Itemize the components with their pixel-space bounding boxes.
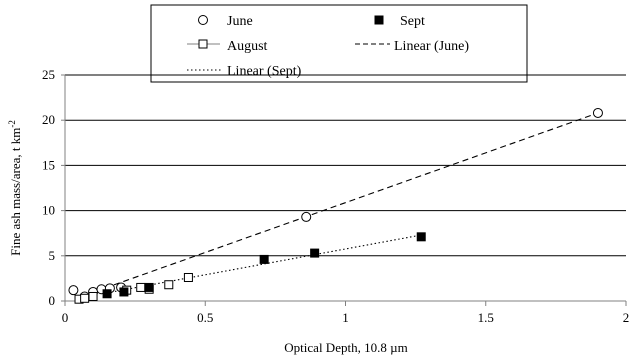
data-point-sept	[102, 289, 112, 299]
x-tick-label: 1	[342, 310, 349, 325]
y-axis-title: Fine ash mass/area, t km-2	[7, 120, 23, 256]
data-point-june	[68, 285, 79, 296]
legend-label-sept: Sept	[400, 14, 425, 29]
tick-labels: 0 5 10 15 20 25 0 0.5 1 1.5 2	[42, 67, 629, 325]
data-series	[68, 107, 603, 304]
data-point-august	[80, 293, 90, 303]
data-point-sept	[416, 232, 426, 242]
legend-label-june: June	[227, 14, 253, 29]
data-point-august	[88, 291, 98, 301]
gridlines	[65, 74, 626, 257]
x-tick-label: 1.5	[478, 310, 494, 325]
y-axis-title-main: Fine ash mass/area, t km	[8, 128, 23, 256]
trendline-linear-sept	[106, 234, 422, 294]
data-point-august	[164, 280, 174, 290]
y-tick-label: 10	[42, 203, 55, 218]
data-point-june	[301, 211, 312, 222]
data-point-august	[136, 282, 146, 292]
data-point-sept	[144, 282, 154, 292]
x-axis-title: Optical Depth, 10.8 µm	[284, 340, 407, 355]
data-point-august	[183, 272, 193, 282]
x-tick-label: 0.5	[197, 310, 213, 325]
y-tick-label: 5	[49, 248, 56, 263]
data-point-sept	[310, 248, 320, 258]
legend-marker-june	[198, 15, 208, 25]
axes	[61, 74, 627, 306]
data-point-june	[592, 107, 603, 118]
y-tick-label: 20	[42, 112, 55, 127]
x-tick-label: 0	[62, 310, 69, 325]
trendlines	[76, 112, 599, 299]
x-tick-label: 2	[623, 310, 630, 325]
y-tick-label: 25	[42, 67, 55, 82]
y-axis-title-superscript: -2	[7, 120, 17, 128]
legend-marker-sept	[374, 15, 384, 25]
data-point-sept	[259, 254, 269, 264]
data-point-sept	[119, 287, 129, 297]
legend-marker-august	[198, 39, 208, 49]
legend-label-august: August	[227, 39, 268, 54]
legend-label-linear-june: Linear (June)	[394, 39, 469, 54]
legend-label-linear-sept: Linear (Sept)	[227, 64, 302, 79]
y-tick-label: 15	[42, 157, 55, 172]
legend: June Sept August Linear (June) Linear (S…	[150, 4, 528, 83]
y-tick-label: 0	[49, 293, 56, 308]
trendline-linear-june	[76, 112, 599, 299]
